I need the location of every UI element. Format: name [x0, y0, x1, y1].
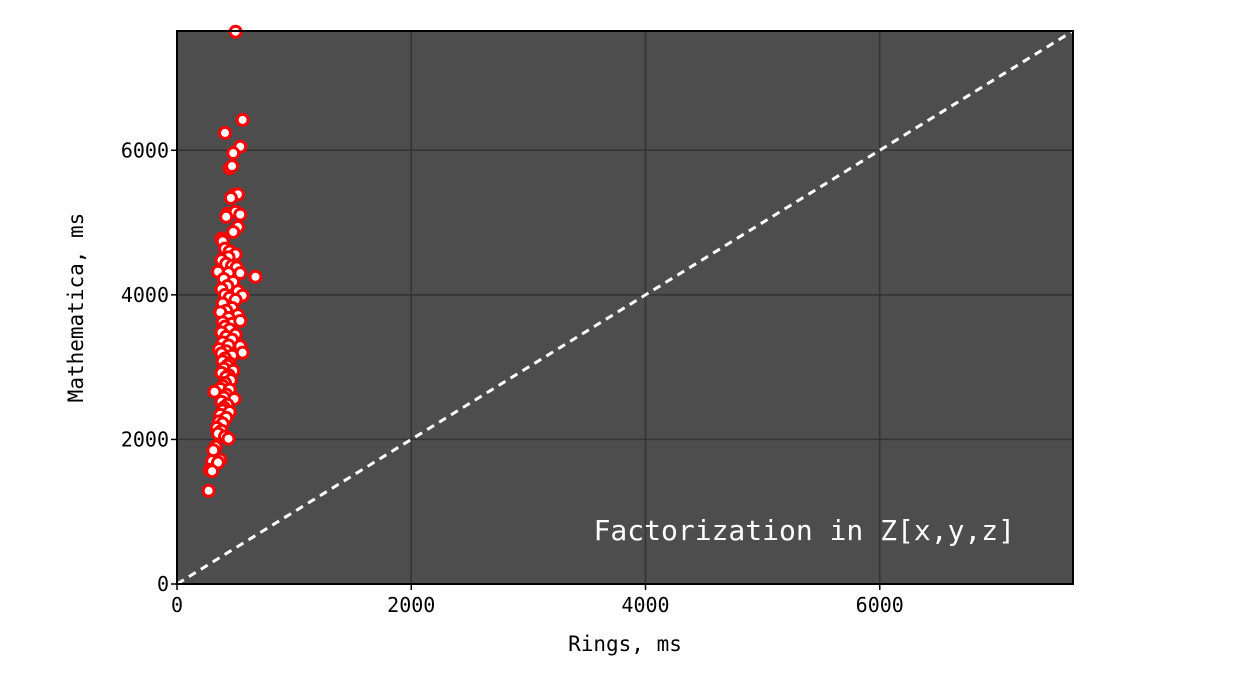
reference-line-group	[176, 29, 1074, 586]
y-tick-label: 0	[157, 572, 169, 596]
data-points	[201, 24, 263, 498]
data-point	[233, 207, 248, 222]
grid-lines	[177, 31, 1073, 584]
y-tick-label: 6000	[121, 138, 169, 162]
data-point	[225, 159, 240, 174]
x-tick-label: 6000	[856, 593, 904, 617]
x-axis-title: Rings, ms	[568, 632, 682, 656]
x-tick-label: 0	[171, 593, 183, 617]
data-point	[248, 269, 263, 284]
y-axis-title: Mathematica, ms	[64, 213, 88, 403]
x-tick-label: 4000	[621, 593, 669, 617]
data-point	[226, 224, 241, 239]
data-point	[221, 431, 236, 446]
data-point	[226, 146, 241, 161]
data-point	[218, 125, 233, 140]
data-point	[235, 112, 250, 127]
data-point	[233, 313, 248, 328]
plot-frame	[176, 30, 1074, 585]
data-point	[223, 190, 238, 205]
y-tick-label: 4000	[121, 283, 169, 307]
reference-diagonal-line	[176, 29, 1074, 586]
y-tick-label: 2000	[121, 427, 169, 451]
data-point	[219, 209, 234, 224]
chart-annotation: Factorization in Z[x,y,z]	[594, 514, 1015, 547]
data-point	[205, 464, 220, 479]
x-tick-label: 2000	[387, 593, 435, 617]
data-point	[233, 266, 248, 281]
data-point	[201, 483, 216, 498]
axis-ticks: 0 2000 4000 6000 0 2000 4000 6000	[121, 138, 904, 617]
